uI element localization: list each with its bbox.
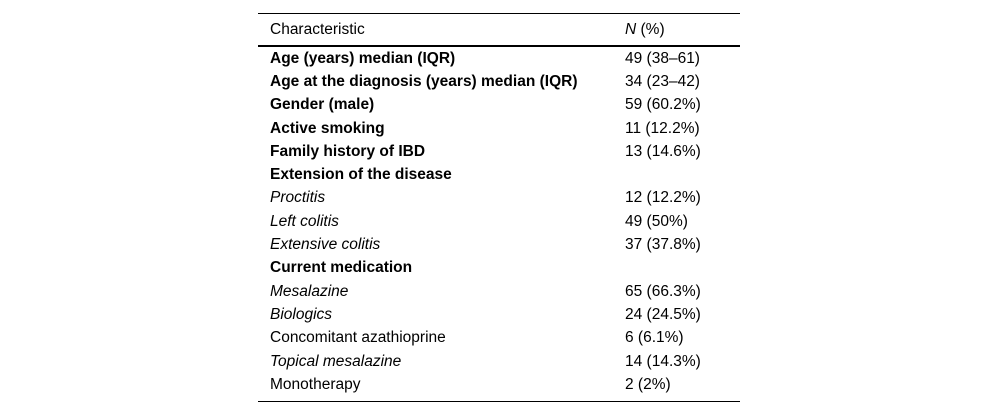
row-value: 12 (12.2%) — [625, 189, 701, 207]
table-row: Current medication — [258, 257, 740, 280]
row-label: Proctitis — [270, 189, 326, 207]
row-label: Age at the diagnosis (years) median (IQR… — [270, 72, 578, 90]
table-body: Age (years) median (IQR) 49 (38–61) Age at… — [258, 47, 740, 396]
n-italic-label: N — [625, 20, 637, 38]
row-label: Mesalazine — [270, 282, 349, 300]
row-value: 59 (60.2%) — [625, 96, 701, 114]
row-value: 2 (2%) — [625, 375, 671, 393]
characteristics-table: Characteristic N (%) Age (years) median … — [258, 13, 740, 403]
table-row: Family history of IBD 13 (14.6%) — [258, 140, 740, 163]
row-label: Left colitis — [270, 212, 339, 230]
table-row: Extensive colitis 37 (37.8%) — [258, 233, 740, 256]
table-row: Gender (male) 59 (60.2%) — [258, 94, 740, 117]
row-value: 34 (23–42) — [625, 72, 700, 90]
row-value: 49 (38–61) — [625, 49, 700, 67]
column-header-characteristic: Characteristic — [270, 20, 365, 38]
table-row: Biologics 24 (24.5%) — [258, 303, 740, 326]
row-label: Age (years) median (IQR) — [270, 49, 456, 67]
row-label: Monotherapy — [270, 375, 361, 393]
table-row: Mesalazine 65 (66.3%) — [258, 280, 740, 303]
row-value: 14 (14.3%) — [625, 352, 701, 370]
percent-label: (%) — [636, 20, 665, 38]
table-row: Concomitant azathioprine 6 (6.1%) — [258, 327, 740, 350]
row-value: 65 (66.3%) — [625, 282, 701, 300]
row-label: Topical mesalazine — [270, 352, 402, 370]
row-value: 6 (6.1%) — [625, 329, 684, 347]
table-row: Age (years) median (IQR) 49 (38–61) — [258, 47, 740, 70]
row-value: 24 (24.5%) — [625, 305, 701, 323]
row-label: Biologics — [270, 305, 333, 323]
row-value: 37 (37.8%) — [625, 236, 701, 254]
table-row: Proctitis 12 (12.2%) — [258, 187, 740, 210]
table-row: Extension of the disease — [258, 163, 740, 186]
row-label: Current medication — [270, 259, 413, 277]
row-value: 13 (14.6%) — [625, 142, 701, 160]
row-label: Extensive colitis — [270, 236, 381, 254]
table-header-row: Characteristic N (%) — [258, 14, 740, 47]
table-row: Monotherapy 2 (2%) — [258, 373, 740, 396]
row-label: Active smoking — [270, 119, 385, 137]
table-row: Topical mesalazine 14 (14.3%) — [258, 350, 740, 373]
table-row: Age at the diagnosis (years) median (IQR… — [258, 70, 740, 93]
row-value: 11 (12.2%) — [625, 119, 700, 137]
column-header-n-percent: N (%) — [625, 21, 740, 39]
row-label: Gender (male) — [270, 96, 375, 114]
table-row: Active smoking 11 (12.2%) — [258, 117, 740, 140]
row-label: Family history of IBD — [270, 142, 426, 160]
table-row: Left colitis 49 (50%) — [258, 210, 740, 233]
row-value: 49 (50%) — [625, 212, 688, 230]
row-label: Concomitant azathioprine — [270, 329, 446, 347]
row-label: Extension of the disease — [270, 166, 452, 184]
